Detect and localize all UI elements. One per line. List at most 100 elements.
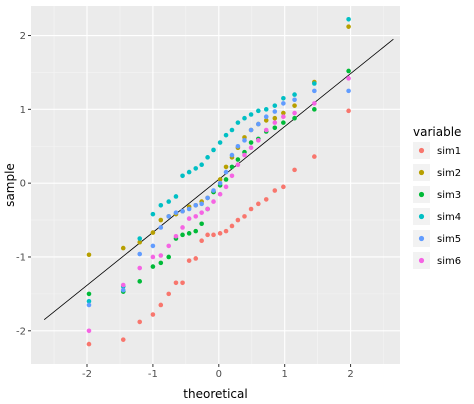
point-sim3 bbox=[86, 291, 92, 297]
point-sim1 bbox=[346, 108, 351, 114]
point-sim1 bbox=[256, 201, 261, 207]
point-sim4 bbox=[193, 166, 199, 171]
point-sim2 bbox=[86, 252, 92, 258]
point-sim6 bbox=[235, 162, 241, 168]
point-sim4 bbox=[263, 107, 269, 112]
point-sim1 bbox=[120, 337, 126, 342]
point-sim2 bbox=[292, 103, 297, 108]
point-sim4 bbox=[229, 127, 235, 133]
point-sim5 bbox=[150, 243, 156, 249]
point-sim1 bbox=[150, 312, 156, 317]
point-sim6 bbox=[281, 114, 286, 120]
point-sim6 bbox=[199, 210, 204, 215]
point-sim3 bbox=[193, 228, 199, 234]
point-sim6 bbox=[205, 206, 210, 212]
point-sim3 bbox=[281, 120, 286, 125]
point-sim5 bbox=[256, 121, 261, 127]
point-sim5 bbox=[199, 201, 204, 207]
point-sim4 bbox=[248, 112, 254, 117]
point-sim4 bbox=[256, 108, 261, 114]
point-sim6 bbox=[137, 265, 143, 271]
legend-items: sim1 sim2 sim3 sim4 sim5 sim6 bbox=[413, 142, 461, 269]
point-sim5 bbox=[242, 138, 247, 143]
point-sim3 bbox=[346, 68, 351, 74]
point-sim5 bbox=[86, 302, 92, 308]
point-sim1 bbox=[186, 258, 192, 263]
point-sim1 bbox=[205, 232, 210, 238]
x-tick-label: 0 bbox=[216, 369, 222, 380]
legend-label-sim1: sim1 bbox=[437, 146, 461, 157]
point-sim5 bbox=[120, 287, 126, 293]
point-sim6 bbox=[263, 127, 269, 133]
point-sim4 bbox=[223, 132, 229, 138]
legend-point-sim4 bbox=[418, 213, 425, 220]
point-sim6 bbox=[248, 145, 254, 151]
point-sim3 bbox=[223, 177, 229, 182]
point-sim1 bbox=[242, 214, 247, 219]
point-sim4 bbox=[186, 169, 192, 175]
y-tick-label: -1 bbox=[16, 252, 26, 263]
point-sim5 bbox=[173, 210, 179, 215]
point-sim5 bbox=[263, 114, 269, 120]
y-tick-label: 1 bbox=[20, 105, 26, 116]
point-sim6 bbox=[217, 191, 223, 197]
point-sim5 bbox=[346, 88, 351, 94]
point-sim1 bbox=[137, 319, 143, 325]
point-sim2 bbox=[263, 118, 269, 123]
point-sim5 bbox=[281, 101, 286, 106]
legend-point-sim2 bbox=[418, 169, 425, 176]
point-sim6 bbox=[186, 216, 192, 221]
point-sim1 bbox=[263, 197, 269, 202]
point-sim5 bbox=[235, 143, 241, 149]
point-sim2 bbox=[346, 24, 351, 29]
point-sim3 bbox=[180, 232, 185, 238]
point-sim1 bbox=[312, 154, 317, 159]
legend-label-sim4: sim4 bbox=[437, 212, 461, 223]
point-sim6 bbox=[242, 152, 247, 158]
legend-point-sim1 bbox=[418, 147, 425, 154]
point-sim6 bbox=[173, 234, 179, 239]
point-sim4 bbox=[211, 147, 216, 153]
point-sim6 bbox=[229, 173, 235, 179]
point-sim2 bbox=[158, 217, 164, 223]
point-sim6 bbox=[346, 76, 351, 81]
point-sim4 bbox=[86, 298, 92, 304]
point-sim3 bbox=[235, 157, 241, 162]
point-sim1 bbox=[223, 228, 229, 234]
point-sim6 bbox=[211, 199, 216, 204]
point-sim3 bbox=[272, 125, 278, 131]
point-sim5 bbox=[137, 251, 143, 257]
point-sim6 bbox=[292, 110, 297, 116]
point-sim6 bbox=[312, 101, 317, 106]
point-sim3 bbox=[229, 164, 235, 170]
point-sim5 bbox=[180, 208, 185, 214]
legend-label-sim6: sim6 bbox=[437, 256, 461, 267]
point-sim1 bbox=[180, 280, 185, 286]
point-sim4 bbox=[346, 16, 351, 22]
point-sim4 bbox=[180, 173, 185, 179]
point-sim1 bbox=[158, 302, 164, 308]
point-sim2 bbox=[120, 245, 126, 251]
point-sim4 bbox=[217, 140, 223, 145]
point-sim3 bbox=[137, 279, 143, 284]
point-sim5 bbox=[158, 225, 164, 230]
point-sim2 bbox=[137, 239, 143, 245]
point-sim1 bbox=[229, 223, 235, 229]
point-sim5 bbox=[229, 152, 235, 158]
point-sim4 bbox=[137, 236, 143, 241]
point-sim4 bbox=[158, 202, 164, 208]
point-sim2 bbox=[217, 177, 223, 182]
point-sim1 bbox=[86, 341, 92, 347]
point-sim6 bbox=[120, 282, 126, 288]
point-sim4 bbox=[173, 194, 179, 199]
x-tick-label: -2 bbox=[82, 369, 92, 380]
point-sim3 bbox=[312, 107, 317, 112]
point-sim4 bbox=[150, 211, 156, 217]
point-sim4 bbox=[281, 95, 286, 101]
point-sim2 bbox=[272, 115, 278, 121]
point-sim6 bbox=[86, 328, 92, 334]
legend-label-sim5: sim5 bbox=[437, 234, 461, 245]
point-sim2 bbox=[150, 230, 156, 235]
y-tick-label: 2 bbox=[20, 31, 26, 42]
